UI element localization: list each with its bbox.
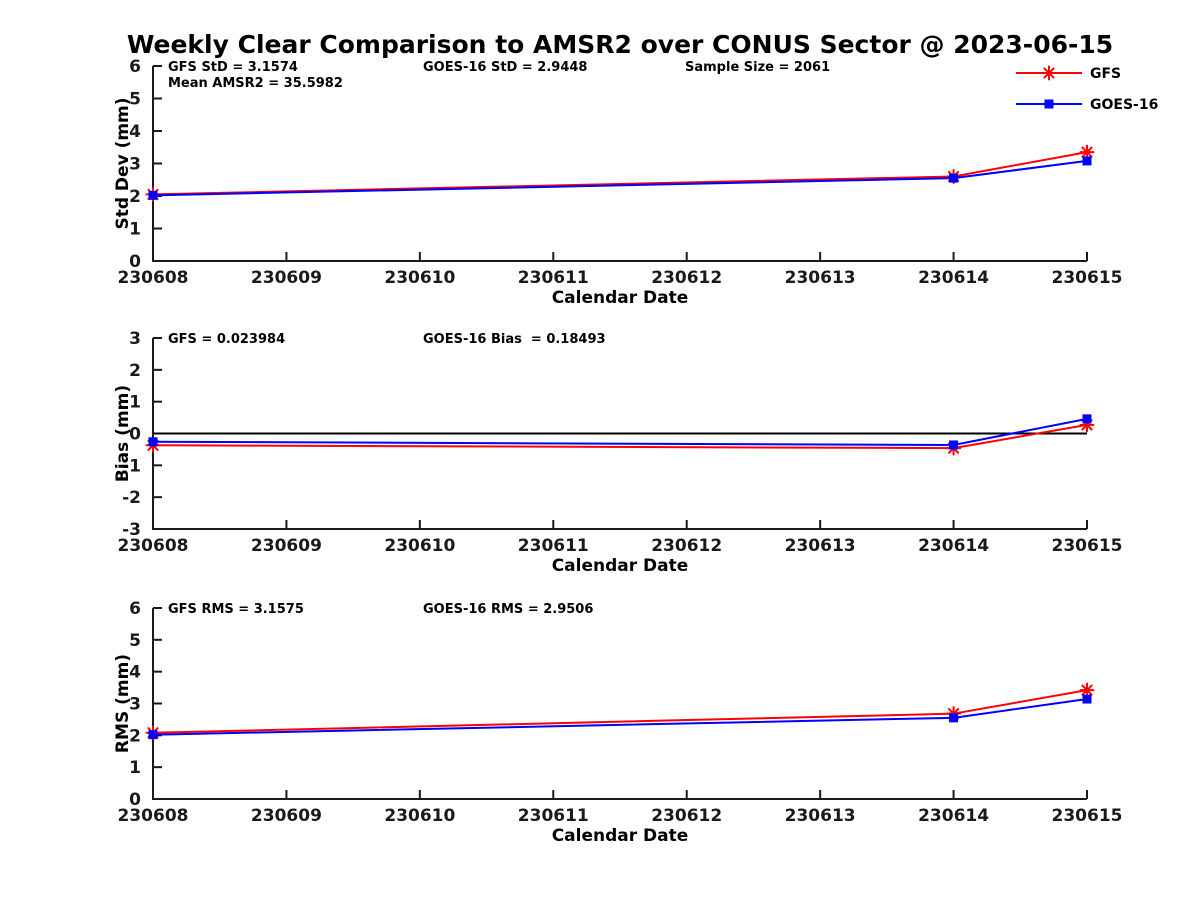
x-tick-label: 230611	[518, 536, 589, 556]
y-axis-title: RMS (mm)	[113, 654, 133, 753]
x-tick-label: 230613	[785, 536, 856, 556]
subplot-rms-mm-: 0 1 2 3 4 5 6 230608 230609 230610 230611 230612 230…	[113, 599, 1122, 846]
legend: GFS GOES-16	[1016, 65, 1158, 113]
x-axis-title: Calendar Date	[552, 556, 689, 576]
x-tick-label: 230613	[785, 806, 856, 826]
x-tick-label: 230611	[518, 268, 589, 288]
axis-lines	[152, 608, 1087, 800]
y-tick-label: 2	[129, 726, 141, 746]
stat-annotation: Sample Size = 2061	[685, 60, 830, 75]
legend-marker-gfs	[1041, 65, 1057, 81]
x-tick-label: 230610	[384, 536, 455, 556]
stat-annotation: GOES-16 RMS = 2.9506	[423, 602, 593, 617]
legend-label-goes-16: GOES-16	[1090, 97, 1158, 113]
stat-annotation: GFS RMS = 3.1575	[168, 602, 304, 617]
marker-gfs	[1079, 417, 1095, 433]
stat-annotation: Mean AMSR2 = 35.5982	[168, 76, 343, 91]
x-tick-label: 230610	[384, 268, 455, 288]
marker-goes-16	[1082, 414, 1092, 424]
series-line-goes-16	[152, 159, 1088, 197]
y-tick-label: 4	[129, 663, 141, 683]
legend-label-gfs: GFS	[1090, 66, 1121, 82]
y-tick-label: 0	[129, 425, 141, 445]
marker-goes-16	[949, 713, 959, 723]
y-tick-label: 1	[129, 393, 141, 413]
x-tick-label: 230612	[651, 268, 722, 288]
chart-title: Weekly Clear Comparison to AMSR2 over CO…	[126, 30, 1114, 59]
legend-marker-goes-16	[1044, 99, 1054, 109]
subplot-std-dev-mm-: 0 1 2 3 4 5 6 230608 230609 230610 230611 230612 230…	[113, 57, 1122, 308]
marker-goes-16	[1082, 694, 1092, 704]
marker-goes-16	[148, 437, 158, 447]
y-axis-title: Bias (mm)	[113, 385, 133, 482]
y-axis-title: Std Dev (mm)	[113, 97, 133, 229]
y-tick-label: 1	[129, 220, 141, 240]
series-line-gfs	[152, 151, 1088, 196]
x-tick-label: 230612	[651, 806, 722, 826]
marker-goes-16	[949, 440, 959, 450]
y-tick-label: 0	[129, 790, 141, 810]
y-tick-label: -3	[122, 520, 141, 540]
y-tick-label: 4	[129, 122, 141, 142]
series-line-goes-16	[152, 417, 1088, 446]
stat-annotation: GFS StD = 3.1574	[168, 60, 298, 75]
y-tick-label: 2	[129, 361, 141, 381]
y-tick-label: 5	[129, 631, 141, 651]
x-tick-label: 230614	[918, 536, 989, 556]
y-tick-label: -1	[122, 456, 141, 476]
x-tick-label: 230611	[518, 806, 589, 826]
x-tick-label: 230615	[1052, 536, 1123, 556]
x-tick-label: 230614	[918, 806, 989, 826]
x-tick-label: 230615	[1052, 806, 1123, 826]
marker-goes-16	[949, 173, 959, 183]
y-tick-label: 6	[129, 57, 141, 77]
stat-annotation: GOES-16 StD = 2.9448	[423, 60, 587, 75]
x-axis-title: Calendar Date	[552, 826, 689, 846]
x-tick-label: 230609	[251, 536, 322, 556]
x-axis-title: Calendar Date	[552, 288, 689, 308]
axis-lines	[152, 66, 1087, 262]
x-tick-label: 230610	[384, 806, 455, 826]
stat-annotation: GFS = 0.023984	[168, 332, 285, 347]
x-tick-label: 230615	[1052, 268, 1123, 288]
y-tick-label: 3	[129, 695, 141, 715]
marker-goes-16	[1082, 156, 1092, 166]
x-tick-label: 230614	[918, 268, 989, 288]
y-tick-label: 1	[129, 758, 141, 778]
y-tick-label: 3	[129, 155, 141, 175]
x-tick-label: 230608	[118, 536, 189, 556]
x-tick-label: 230608	[118, 806, 189, 826]
y-tick-label: 3	[129, 329, 141, 349]
y-tick-label: 2	[129, 187, 141, 207]
x-tick-label: 230613	[785, 268, 856, 288]
y-tick-label: 5	[129, 90, 141, 110]
x-tick-label: 230608	[118, 268, 189, 288]
subplot-bias-mm-: -3 -2 -1 0 1 2 3 230608 230609 230610 230611 230612…	[113, 329, 1122, 576]
y-tick-label: -2	[122, 488, 141, 508]
x-tick-label: 230609	[251, 806, 322, 826]
x-tick-label: 230609	[251, 268, 322, 288]
series-line-gfs	[152, 689, 1088, 734]
marker-goes-16	[148, 730, 158, 740]
stat-annotation: GOES-16 Bias = 0.18493	[423, 332, 606, 347]
marker-gfs	[1079, 144, 1095, 160]
marker-gfs	[1079, 682, 1095, 698]
x-tick-label: 230612	[651, 536, 722, 556]
y-tick-label: 6	[129, 599, 141, 619]
marker-goes-16	[148, 190, 158, 200]
y-tick-label: 0	[129, 252, 141, 272]
